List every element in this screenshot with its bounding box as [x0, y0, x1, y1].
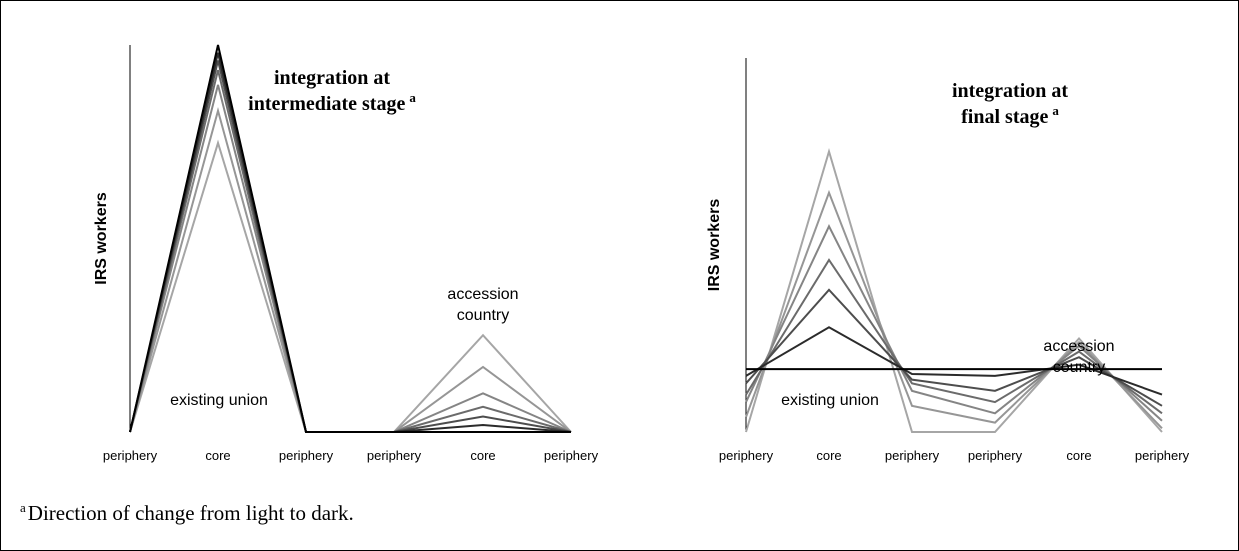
series-line [129, 44, 571, 433]
annotation: country [457, 307, 509, 324]
x-tick-label: periphery [544, 448, 599, 463]
footnote: aDirection of change from light to dark. [20, 500, 354, 525]
chart-title: integration at [952, 80, 1068, 102]
annotation: accession [1043, 338, 1114, 355]
chart-title: intermediate stage a [248, 90, 416, 115]
x-tick-label: core [205, 448, 230, 463]
annotation: country [1053, 359, 1105, 376]
series-line [745, 147, 1163, 433]
series-line [745, 224, 1163, 422]
x-tick-label: periphery [968, 448, 1023, 463]
chart-title-line: integration at [952, 80, 1068, 102]
chart-title-line: integration at [274, 67, 390, 89]
y-axis-label: IRS workers [93, 192, 110, 285]
footnote-marker: a [20, 500, 26, 515]
x-tick-label: periphery [279, 448, 334, 463]
x-tick-label: periphery [719, 448, 774, 463]
x-tick-label: core [470, 448, 495, 463]
annotation: accession [447, 286, 518, 303]
x-tick-label: periphery [885, 448, 940, 463]
footnote-text: Direction of change from light to dark. [28, 501, 354, 525]
x-tick-label: periphery [1135, 448, 1190, 463]
x-tick-label: core [816, 448, 841, 463]
x-tick-label: periphery [103, 448, 158, 463]
title-note: a [1052, 103, 1059, 118]
annotation: existing union [781, 392, 879, 409]
chart-title: integration at [274, 67, 390, 89]
chart-title: final stage a [961, 103, 1059, 128]
chart-title-line: final stage [961, 106, 1048, 128]
x-tick-label: core [1066, 448, 1091, 463]
y-axis-label: IRS workers [706, 199, 723, 292]
title-note: a [409, 90, 416, 105]
annotation: existing union [170, 392, 268, 409]
series-line [745, 258, 1163, 415]
series-line [745, 189, 1163, 429]
x-tick-label: periphery [367, 448, 422, 463]
chart-title-line: intermediate stage [248, 93, 405, 115]
series-line [745, 288, 1163, 407]
